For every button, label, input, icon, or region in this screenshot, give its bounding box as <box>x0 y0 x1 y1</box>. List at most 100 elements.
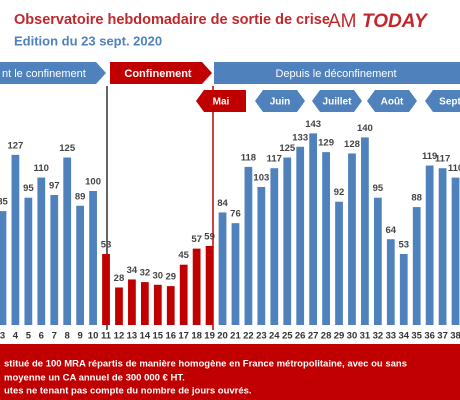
month-label: Août <box>381 97 404 108</box>
bar <box>179 264 188 325</box>
value-label: 118 <box>241 152 256 163</box>
x-tick-label: 34 <box>398 331 409 342</box>
value-label: 103 <box>253 172 269 183</box>
x-tick-label: 28 <box>321 331 332 342</box>
bar <box>115 287 123 325</box>
month-label: Sept <box>439 97 460 108</box>
value-label: 92 <box>334 187 345 198</box>
x-tick-label: 24 <box>269 331 280 342</box>
footer-band <box>0 344 460 400</box>
x-tick-label: 10 <box>88 331 99 342</box>
footer-text: moyenne un CA annuel de 300 000 € HT. <box>4 373 185 384</box>
bar <box>153 284 162 325</box>
x-tick-label: 30 <box>347 331 358 342</box>
x-tick-label: 16 <box>165 331 176 342</box>
bar <box>140 282 149 325</box>
value-label: 64 <box>386 225 397 236</box>
value-label: 117 <box>267 154 282 165</box>
x-tick-label: 11 <box>101 331 112 342</box>
value-label: 59 <box>204 231 215 242</box>
value-label: 100 <box>85 177 101 188</box>
x-tick-label: 38 <box>450 331 460 342</box>
x-tick-label: 31 <box>360 331 371 342</box>
x-tick-label: 18 <box>191 331 202 342</box>
x-tick-label: 27 <box>308 331 319 342</box>
footer-text: stitué de 100 MRA répartis de manière ho… <box>4 359 407 370</box>
bar <box>451 177 460 325</box>
value-label: 129 <box>318 138 334 149</box>
value-label: 28 <box>114 273 125 284</box>
value-label: 85 <box>0 197 8 208</box>
value-label: 95 <box>373 183 384 194</box>
value-label: 125 <box>279 143 296 154</box>
bar <box>205 245 214 325</box>
bar <box>166 286 175 325</box>
month-label: Juillet <box>323 97 353 108</box>
title: Observatoire hebdomadaire de sortie de c… <box>14 12 330 28</box>
value-label: 95 <box>23 183 34 194</box>
bar <box>270 168 279 325</box>
x-tick-label: 12 <box>114 331 125 342</box>
x-tick-label: 20 <box>217 331 228 342</box>
x-tick-label: 25 <box>282 331 293 342</box>
x-tick-label: 6 <box>39 331 44 342</box>
bar <box>50 195 59 325</box>
bar <box>386 239 395 325</box>
value-label: 133 <box>292 132 308 143</box>
value-label: 53 <box>398 239 409 250</box>
month-arrow <box>312 90 362 112</box>
x-tick-label: 4 <box>13 331 19 342</box>
x-tick-label: 23 <box>256 331 267 342</box>
bar <box>399 253 408 325</box>
bar <box>11 154 20 325</box>
bar <box>0 211 7 325</box>
bar <box>361 137 369 325</box>
bar <box>218 212 227 325</box>
value-label: 110 <box>448 163 460 174</box>
value-label: 110 <box>34 163 49 174</box>
value-label: 127 <box>7 140 23 151</box>
bar <box>438 168 447 325</box>
month-label: Juin <box>270 97 291 108</box>
month-label: Mai <box>213 97 230 108</box>
value-label: 125 <box>59 143 76 154</box>
logo-am: AM <box>328 11 357 32</box>
bar <box>373 197 382 325</box>
x-tick-label: 13 <box>127 331 138 342</box>
value-label: 119 <box>422 151 437 162</box>
bar <box>335 201 343 325</box>
period-label: nt le confinement <box>2 68 86 80</box>
x-tick-label: 19 <box>204 331 215 342</box>
x-tick-label: 22 <box>243 331 254 342</box>
x-tick-label: 14 <box>140 331 151 342</box>
value-label: 34 <box>127 265 138 276</box>
x-tick-label: 37 <box>437 331 448 342</box>
x-tick-label: 29 <box>334 331 345 342</box>
value-label: 32 <box>140 268 151 279</box>
bar <box>244 166 253 325</box>
x-tick-label: 15 <box>153 331 164 342</box>
bar <box>128 279 136 325</box>
x-tick-label: 36 <box>424 331 435 342</box>
x-tick-label: 7 <box>52 331 57 342</box>
period-label: Depuis le déconfinement <box>275 68 396 80</box>
month-arrow <box>425 90 460 112</box>
subtitle: Edition du 23 sept. 2020 <box>14 33 162 48</box>
x-tick-label: 32 <box>373 331 384 342</box>
period-arrow <box>110 62 212 84</box>
bar <box>37 177 46 325</box>
month-arrow <box>367 90 417 112</box>
value-label: 29 <box>165 272 176 283</box>
footer-text: utes ne tenant pas compte du nombre de j… <box>4 386 252 397</box>
x-tick-label: 33 <box>386 331 397 342</box>
month-arrow <box>196 90 246 112</box>
bar <box>412 207 421 325</box>
bar <box>257 186 266 325</box>
logo-today: TODAY <box>362 11 429 32</box>
x-tick-label: 5 <box>26 331 32 342</box>
bar <box>192 248 201 325</box>
bar <box>309 133 318 325</box>
bar <box>102 253 110 325</box>
value-label: 140 <box>357 123 373 134</box>
